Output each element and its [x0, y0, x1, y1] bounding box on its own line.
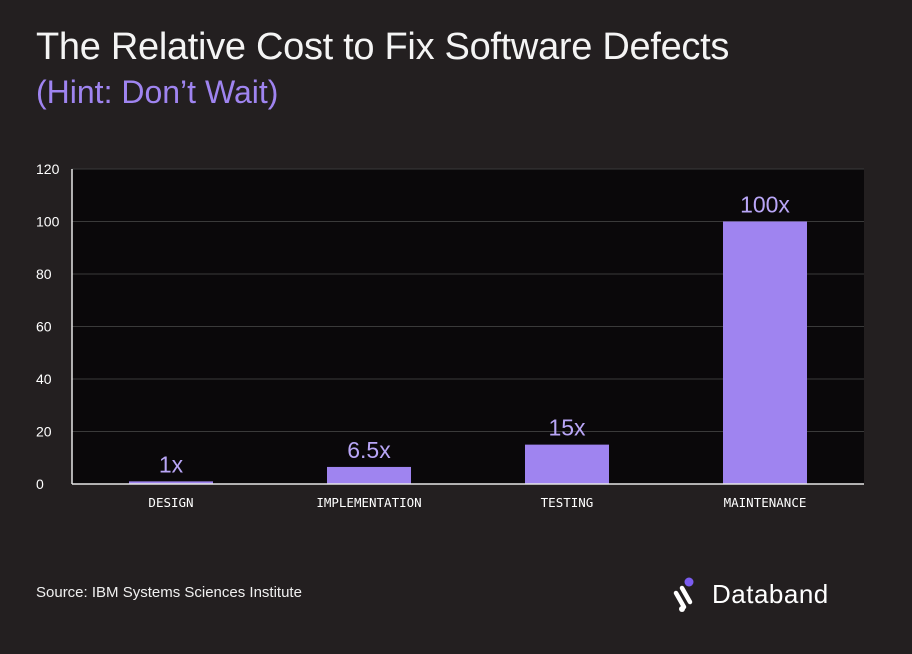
databand-logo-icon	[673, 577, 694, 612]
y-tick-label: 120	[36, 161, 60, 177]
x-axis-ticks: DESIGN IMPLEMENTATION TESTING MAINTENANCE	[148, 495, 806, 510]
y-tick-label: 60	[36, 319, 52, 335]
data-label: 6.5x	[347, 437, 391, 463]
data-label: 100x	[740, 192, 790, 218]
bars	[129, 221, 807, 484]
bar	[327, 466, 411, 484]
data-label: 1x	[159, 451, 184, 477]
y-axis-ticks: 0 20 40 60 80 100 120	[36, 161, 60, 492]
bar	[525, 444, 609, 484]
chart-subtitle: (Hint: Don’t Wait)	[36, 74, 279, 110]
x-tick-label: DESIGN	[148, 495, 193, 510]
x-tick-label: TESTING	[541, 495, 594, 510]
x-tick-label: IMPLEMENTATION	[316, 495, 421, 510]
x-tick-label: MAINTENANCE	[724, 495, 807, 510]
chart-title: The Relative Cost to Fix Software Defect…	[36, 26, 730, 68]
bar	[723, 221, 807, 484]
brand-name: Databand	[712, 578, 829, 609]
brand-logo: Databand	[668, 574, 829, 614]
bar	[129, 481, 213, 484]
data-labels: 1x 6.5x 15x 100x	[159, 192, 791, 478]
source-note: Source: IBM Systems Sciences Institute	[36, 584, 302, 601]
y-tick-label: 20	[36, 424, 52, 440]
y-tick-label: 40	[36, 371, 52, 387]
y-tick-label: 0	[36, 476, 44, 492]
bar-chart: 0 20 40 60 80 100 120 1x 6.5x 15x 100x DESIGN IMPL…	[36, 161, 864, 510]
data-label: 15x	[548, 415, 586, 441]
y-tick-label: 80	[36, 266, 52, 282]
y-tick-label: 100	[36, 214, 60, 230]
